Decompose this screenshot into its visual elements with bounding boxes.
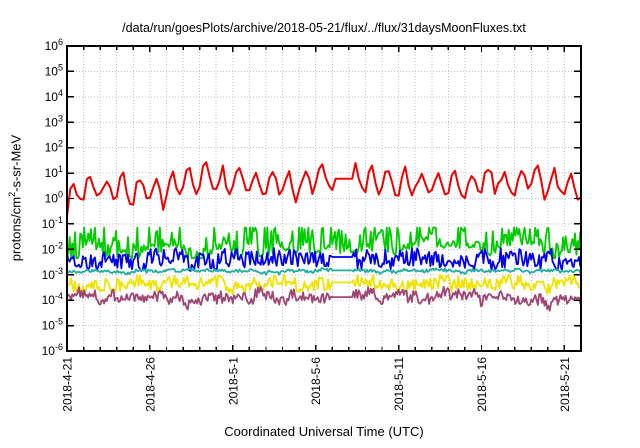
y-tick-label: 10-3	[42, 266, 63, 282]
plot-border	[66, 45, 582, 352]
y-tick-label: 10-5	[42, 317, 63, 333]
x-tick-label: 2018-5-6	[309, 357, 323, 405]
y-tick-label: 102	[45, 139, 63, 155]
y-tick-label: 10-1	[42, 215, 63, 231]
plot-title: /data/run/goesPlots/archive/2018-05-21/f…	[122, 21, 526, 35]
y-tick-label: 104	[45, 88, 63, 104]
y-tick-label: 10-4	[42, 291, 63, 307]
x-tick-label: 2018-5-1	[226, 357, 240, 405]
x-tick-label: 2018-4-21	[61, 357, 75, 412]
proton-flux-channel-6	[67, 285, 581, 312]
y-tick-label: 106	[45, 37, 63, 53]
x-tick-label: 2018-5-11	[392, 357, 406, 411]
y-tick-label: 101	[45, 164, 63, 180]
proton-flux-channel-5	[67, 273, 581, 296]
y-tick-label: 10-2	[42, 240, 63, 256]
proton-flux-channel-2	[67, 226, 581, 260]
proton-flux-channel-4	[67, 266, 581, 276]
x-axis-title: Coordinated Universal Time (UTC)	[224, 424, 424, 439]
proton-flux-channel-1	[67, 161, 581, 217]
proton-flux-channel-3	[67, 247, 581, 272]
y-tick-label: 100	[45, 190, 63, 206]
x-tick-label: 2018-4-26	[143, 357, 157, 412]
y-tick-label: 10-6	[42, 342, 63, 358]
y-tick-label: 105	[45, 62, 63, 78]
y-tick-label: 103	[45, 113, 63, 129]
x-tick-label: 2018-5-21	[558, 357, 572, 412]
x-tick-label: 2018-5-16	[475, 357, 489, 412]
